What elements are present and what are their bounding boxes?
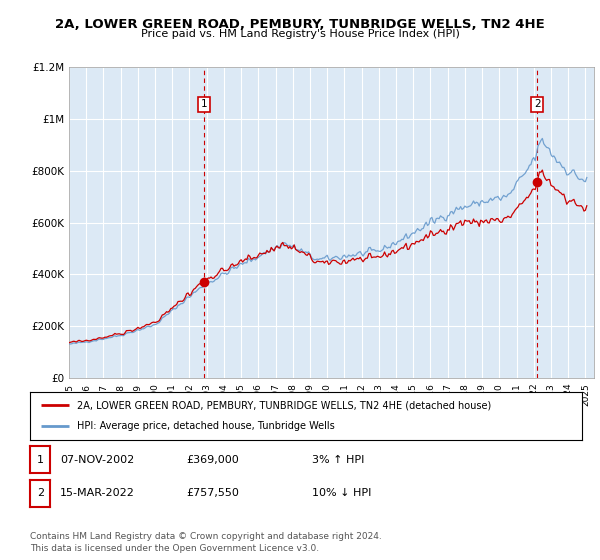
- Text: 2: 2: [37, 488, 44, 498]
- Text: 3% ↑ HPI: 3% ↑ HPI: [312, 455, 364, 465]
- Text: 2: 2: [534, 100, 541, 110]
- Text: Contains HM Land Registry data © Crown copyright and database right 2024.
This d: Contains HM Land Registry data © Crown c…: [30, 533, 382, 553]
- Text: Price paid vs. HM Land Registry's House Price Index (HPI): Price paid vs. HM Land Registry's House …: [140, 29, 460, 39]
- Text: 10% ↓ HPI: 10% ↓ HPI: [312, 488, 371, 498]
- Text: HPI: Average price, detached house, Tunbridge Wells: HPI: Average price, detached house, Tunb…: [77, 421, 335, 431]
- Text: 1: 1: [201, 100, 208, 110]
- Text: 07-NOV-2002: 07-NOV-2002: [60, 455, 134, 465]
- Text: 2A, LOWER GREEN ROAD, PEMBURY, TUNBRIDGE WELLS, TN2 4HE: 2A, LOWER GREEN ROAD, PEMBURY, TUNBRIDGE…: [55, 18, 545, 31]
- Text: £757,550: £757,550: [186, 488, 239, 498]
- Text: 1: 1: [37, 455, 44, 465]
- Text: £369,000: £369,000: [186, 455, 239, 465]
- Text: 15-MAR-2022: 15-MAR-2022: [60, 488, 135, 498]
- Text: 2A, LOWER GREEN ROAD, PEMBURY, TUNBRIDGE WELLS, TN2 4HE (detached house): 2A, LOWER GREEN ROAD, PEMBURY, TUNBRIDGE…: [77, 400, 491, 410]
